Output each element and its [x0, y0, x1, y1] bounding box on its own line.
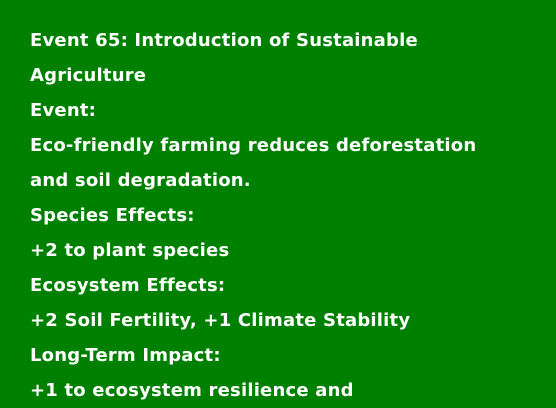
species-effects-heading: Species Effects: [30, 205, 195, 226]
species-effect-text: +2 to plant species [30, 240, 230, 261]
event-description-line-1: Eco-friendly farming reduces deforestati… [30, 135, 477, 156]
event-title-line-1: Event 65: Introduction of Sustainable [30, 30, 418, 51]
event-heading: Event: [30, 100, 97, 121]
event-description-line-2: and soil degradation. [30, 170, 251, 191]
ecosystem-effect-text: +2 Soil Fertility, +1 Climate Stability [30, 310, 411, 331]
long-term-impact-text: +1 to ecosystem resilience and [30, 380, 354, 401]
ecosystem-effects-heading: Ecosystem Effects: [30, 275, 226, 296]
long-term-impact-heading: Long-Term Impact: [30, 345, 221, 366]
event-title-line-2: Agriculture [30, 65, 147, 86]
